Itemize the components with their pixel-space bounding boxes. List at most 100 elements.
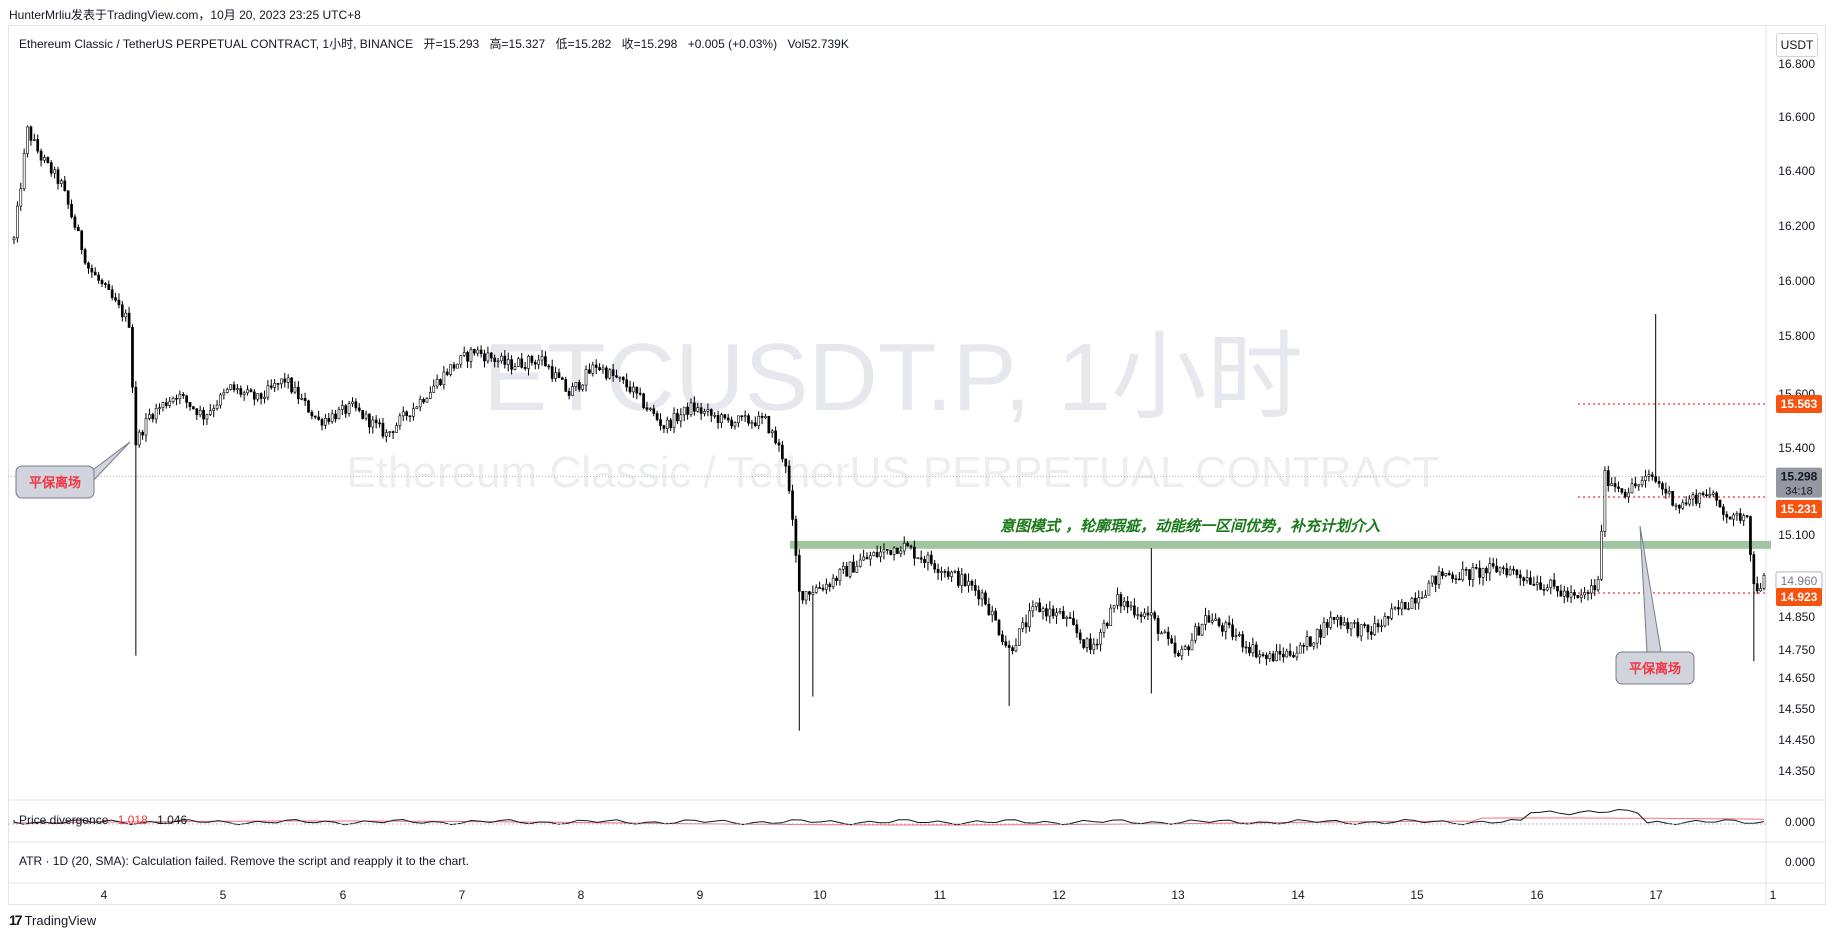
symbol-legend: Ethereum Classic / TetherUS PERPETUAL CO… <box>19 35 856 52</box>
candle-body <box>168 401 172 406</box>
candle-body <box>476 349 480 354</box>
candle-body <box>581 384 585 390</box>
candle <box>364 410 368 421</box>
candle <box>1346 617 1350 634</box>
candle <box>1339 615 1343 630</box>
candle <box>344 404 348 418</box>
candle <box>787 460 791 494</box>
candle-body <box>1363 624 1366 626</box>
candle-body <box>865 556 869 560</box>
candle <box>1248 642 1251 657</box>
candle-body <box>943 571 947 573</box>
zone-annotation-text: 意图模式 ，轮廓瑕疵，动能统一区间优势，补充计划介入 <box>1000 517 1380 535</box>
candle-body <box>1576 595 1580 598</box>
candle-body <box>713 414 717 417</box>
candle <box>259 392 263 405</box>
candle-body <box>137 431 141 446</box>
candle-body <box>239 388 243 395</box>
candle-body <box>229 384 232 390</box>
candle <box>1556 586 1559 597</box>
candle-body <box>1058 610 1062 614</box>
candle <box>517 356 520 368</box>
candle <box>1647 469 1651 482</box>
candle <box>784 458 788 474</box>
candle <box>970 579 974 591</box>
candle <box>635 386 639 400</box>
candle-body <box>1325 622 1329 628</box>
candle <box>1430 575 1434 588</box>
candle <box>960 568 964 594</box>
candle <box>120 300 124 322</box>
candle <box>753 416 757 428</box>
candle-body <box>635 386 639 394</box>
candle-body <box>232 384 236 391</box>
candle-body <box>1153 612 1157 619</box>
candle-body <box>652 408 656 414</box>
candle-body <box>192 406 195 410</box>
candle-body <box>222 392 226 396</box>
candle <box>97 271 100 284</box>
tradingview-brand[interactable]: 17 TradingView <box>9 912 96 928</box>
candle <box>32 133 36 142</box>
candle-body <box>466 352 469 362</box>
candle-body <box>1281 653 1285 658</box>
candle-body <box>889 549 893 555</box>
candle-body <box>76 227 80 232</box>
candle-body <box>1600 531 1603 580</box>
candle-body <box>127 312 131 328</box>
candle-body <box>303 398 307 402</box>
candle <box>273 379 276 392</box>
candle-body <box>1007 645 1011 648</box>
candle-body <box>104 283 107 285</box>
candle <box>70 199 73 219</box>
candle <box>577 379 581 392</box>
candle-body <box>327 418 331 422</box>
candle <box>1014 638 1018 653</box>
candle <box>232 381 236 393</box>
candle <box>212 404 216 418</box>
callout-pointer <box>89 441 131 486</box>
candle <box>540 349 544 366</box>
candle <box>249 387 253 393</box>
candle <box>1742 513 1746 527</box>
candle-body <box>682 406 686 416</box>
candle <box>1363 622 1366 629</box>
candle-body <box>124 312 128 318</box>
candle-body <box>1380 625 1383 628</box>
candle-body <box>869 555 872 560</box>
candle <box>669 417 673 431</box>
candle <box>361 410 364 420</box>
candle <box>83 247 87 265</box>
candle-body <box>1041 608 1045 613</box>
currency-unit-button[interactable]: USDT <box>1776 33 1818 57</box>
time-tick-label: 9 <box>697 888 704 902</box>
candle <box>493 354 497 368</box>
candle-body <box>60 180 63 184</box>
candle <box>1173 635 1177 658</box>
candle <box>1664 482 1668 499</box>
candle <box>320 417 324 431</box>
candle <box>567 387 571 400</box>
candle <box>36 134 40 154</box>
candle <box>100 278 104 287</box>
candle-body <box>202 410 205 420</box>
candle <box>76 224 80 232</box>
candle-body <box>1454 578 1458 580</box>
candle <box>178 390 182 405</box>
candle-body <box>1102 622 1106 633</box>
candle-body <box>1271 653 1275 662</box>
time-tick-label: 16 <box>1530 888 1544 902</box>
atr-label: ATR · 1D (20, SMA): Calculation failed. … <box>19 854 469 868</box>
candle <box>686 402 689 420</box>
candle-body <box>906 542 909 547</box>
candle-body <box>1312 642 1316 647</box>
price-tick-label: 15.800 <box>1778 329 1815 343</box>
candle-body <box>330 413 334 422</box>
candle-body <box>960 574 964 586</box>
candle <box>1532 576 1536 587</box>
candle-body <box>1508 568 1512 576</box>
candle-body <box>398 415 402 426</box>
candle <box>1474 563 1478 570</box>
candle <box>791 484 794 526</box>
